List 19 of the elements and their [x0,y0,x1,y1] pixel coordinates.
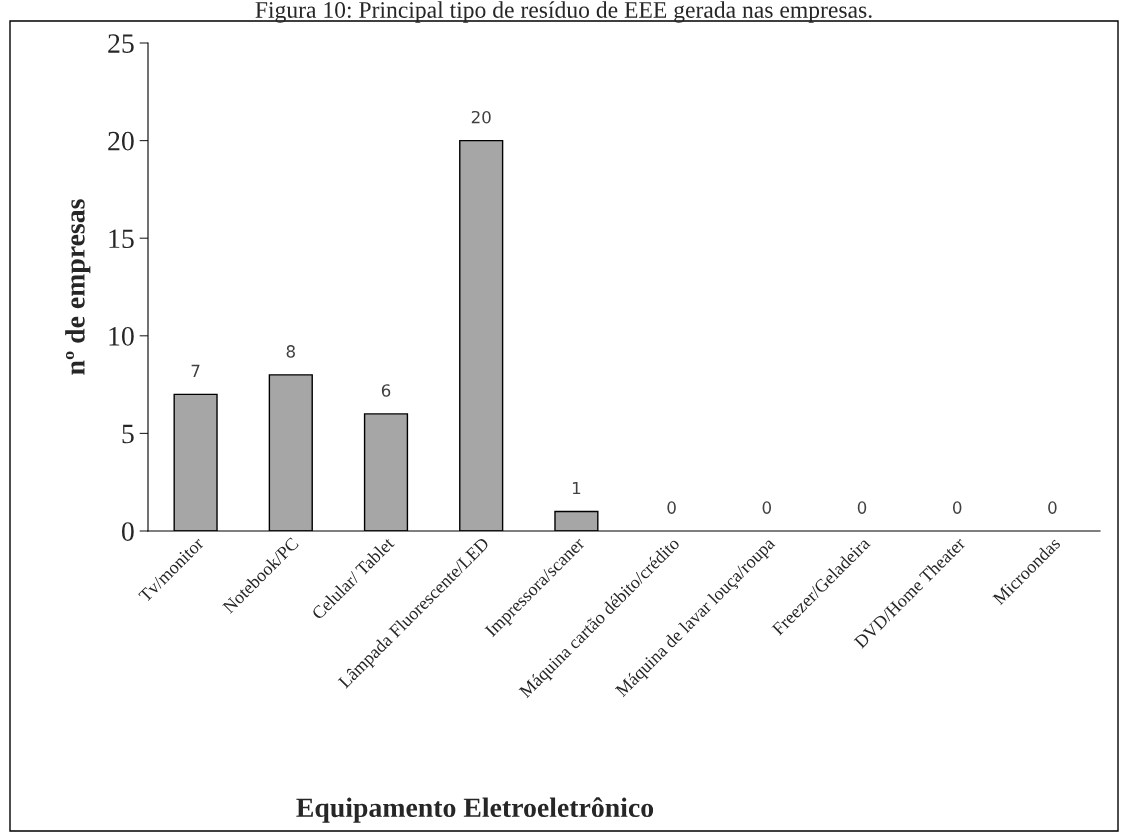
y-tick-label: 20 [108,131,134,151]
data-label: 7 [191,364,200,377]
y-tick-label: 5 [122,424,134,444]
data-label: 0 [1048,501,1057,514]
y-tick-label: 10 [109,326,134,346]
data-label: 20 [471,110,491,124]
y-tick-label: 0 [121,522,134,541]
data-label: 0 [667,501,676,514]
data-label: 0 [953,501,962,514]
chart-title: Figura 10: Principal tipo de resíduo de EEE gerada nas empresas. [255,1,872,23]
data-label: 0 [762,501,771,514]
data-label: 6 [381,384,391,397]
data-label: 0 [857,501,867,514]
x-axis-title: Equipamento Eletroeletrônico [296,797,654,823]
data-label: 8 [286,345,295,358]
y-tick-label: 15 [109,229,134,249]
y-tick-label: 25 [108,34,134,53]
y-axis-title: nº de empresas [65,199,91,375]
data-label: 1 [572,481,581,495]
